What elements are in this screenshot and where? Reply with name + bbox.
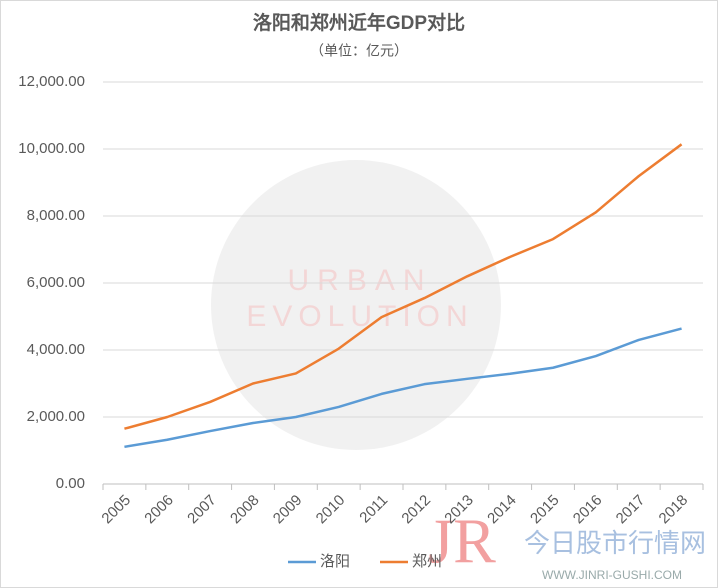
legend-label: 洛阳 — [320, 553, 350, 570]
legend-label: 郑州 — [412, 553, 442, 570]
series-line — [124, 327, 682, 449]
y-tick-label: 10,000.00 — [18, 140, 85, 157]
watermark-text: JR — [428, 506, 496, 577]
watermark-text: EVOLUTION — [246, 300, 473, 333]
chart-title: 洛阳和郑州近年GDP对比 — [253, 11, 465, 34]
y-tick-label: 12,000.00 — [18, 73, 85, 90]
watermark-text: URBAN — [287, 264, 432, 297]
watermark-text: WWW.JINRI-GUSHI.COM — [542, 568, 682, 582]
y-tick-label: 2,000.00 — [27, 408, 85, 425]
y-tick-label: 6,000.00 — [27, 274, 85, 291]
y-tick-label: 8,000.00 — [27, 207, 85, 224]
watermark-text: 今日股市行情网 — [524, 528, 706, 558]
y-tick-label: 4,000.00 — [27, 341, 85, 358]
y-tick-label: 0.00 — [56, 475, 85, 492]
chart-subtitle: （单位：亿元） — [310, 43, 408, 59]
series-line — [124, 143, 683, 430]
